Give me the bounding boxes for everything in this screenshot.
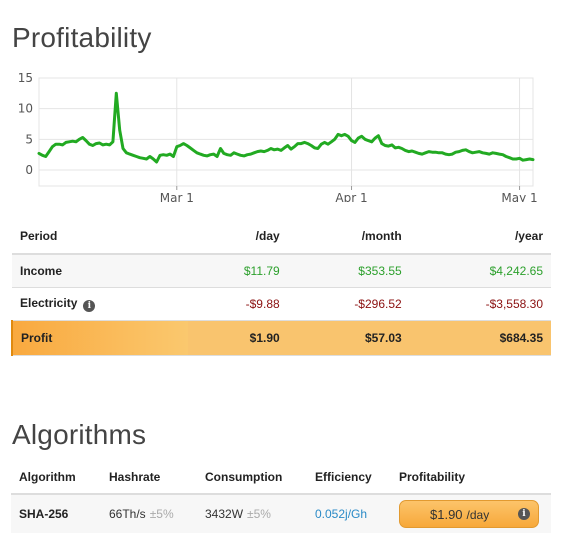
profitability-unit: /day (466, 507, 490, 522)
header-month: /month (287, 219, 410, 255)
profit-label: Profit (11, 320, 188, 356)
header-algorithm: Algorithm (11, 460, 101, 495)
income-label: Income (12, 254, 188, 288)
hashrate-value: 66Th/s (109, 507, 146, 521)
profitability-cell: $1.90/day i (391, 494, 551, 533)
header-consumption: Consumption (197, 460, 307, 495)
y-tick-label: 0 (25, 163, 33, 177)
x-tick-label: Apr 1 (335, 191, 367, 202)
income-year: $4,242.65 (409, 254, 551, 288)
x-tick-label: May 1 (501, 191, 537, 202)
efficiency-value: 0.052j/Gh (315, 507, 368, 521)
profit-month: $57.03 (287, 320, 410, 356)
algorithms-title: Algorithms (12, 419, 147, 450)
hashrate-cell: 66Th/s ±5% (101, 494, 197, 533)
header-efficiency: Efficiency (307, 460, 391, 495)
electricity-month: -$296.52 (287, 287, 410, 321)
plot-frame (38, 77, 534, 187)
electricity-year: -$3,558.30 (409, 287, 551, 321)
x-tick-label: Mar 1 (160, 191, 194, 202)
algorithms-table: Algorithm Hashrate Consumption Efficienc… (11, 460, 551, 533)
profitability-table: Period /day /month /year Income $11.79 $… (11, 219, 551, 356)
y-tick-label: 10 (18, 102, 33, 116)
electricity-label-cell: Electricity i (12, 287, 188, 321)
header-year: /year (409, 219, 551, 255)
algorithm-name: SHA-256 (11, 494, 101, 533)
consumption-cell: 3432W ±5% (197, 494, 307, 533)
header-hashrate: Hashrate (101, 460, 197, 495)
profitability-chart: 0 5 10 15 Mar 1 Apr 1 May 1 (18, 71, 538, 202)
consumption-value: 3432W (205, 507, 244, 521)
hashrate-variance: ±5% (149, 507, 174, 521)
income-row: Income $11.79 $353.55 $4,242.65 (12, 254, 551, 288)
profitability-value: $1.90 (430, 506, 463, 522)
profitability-amount-group: $1.90/day (430, 507, 489, 522)
algo-header-row: Algorithm Hashrate Consumption Efficienc… (11, 460, 551, 495)
consumption-variance: ±5% (247, 507, 271, 521)
table-row: SHA-256 66Th/s ±5% 3432W ±5% 0.052j/Gh $1.… (11, 494, 551, 533)
profitability-title: Profitability (12, 22, 152, 53)
header-day: /day (187, 219, 288, 255)
profit-row: Profit $1.90 $57.03 $684.35 (11, 320, 551, 356)
electricity-label: Electricity (20, 296, 78, 310)
y-tick-label: 5 (25, 132, 33, 146)
table-header-row: Period /day /month /year (12, 219, 551, 255)
profit-year: $684.35 (409, 320, 551, 356)
income-month: $353.55 (287, 254, 410, 288)
electricity-row: Electricity i -$9.88 -$296.52 -$3,558.30 (12, 287, 551, 321)
info-icon[interactable]: i (83, 300, 96, 312)
header-period: Period (12, 219, 188, 255)
profitability-button[interactable]: $1.90/day i (399, 500, 539, 528)
header-profitability: Profitability (391, 460, 551, 495)
info-icon[interactable]: i (518, 508, 530, 520)
y-tick-label: 15 (18, 71, 33, 85)
efficiency-cell: 0.052j/Gh (307, 494, 391, 533)
series-line (37, 91, 535, 164)
profit-day: $1.90 (187, 320, 288, 356)
income-day: $11.79 (187, 254, 288, 288)
electricity-day: -$9.88 (187, 287, 288, 321)
